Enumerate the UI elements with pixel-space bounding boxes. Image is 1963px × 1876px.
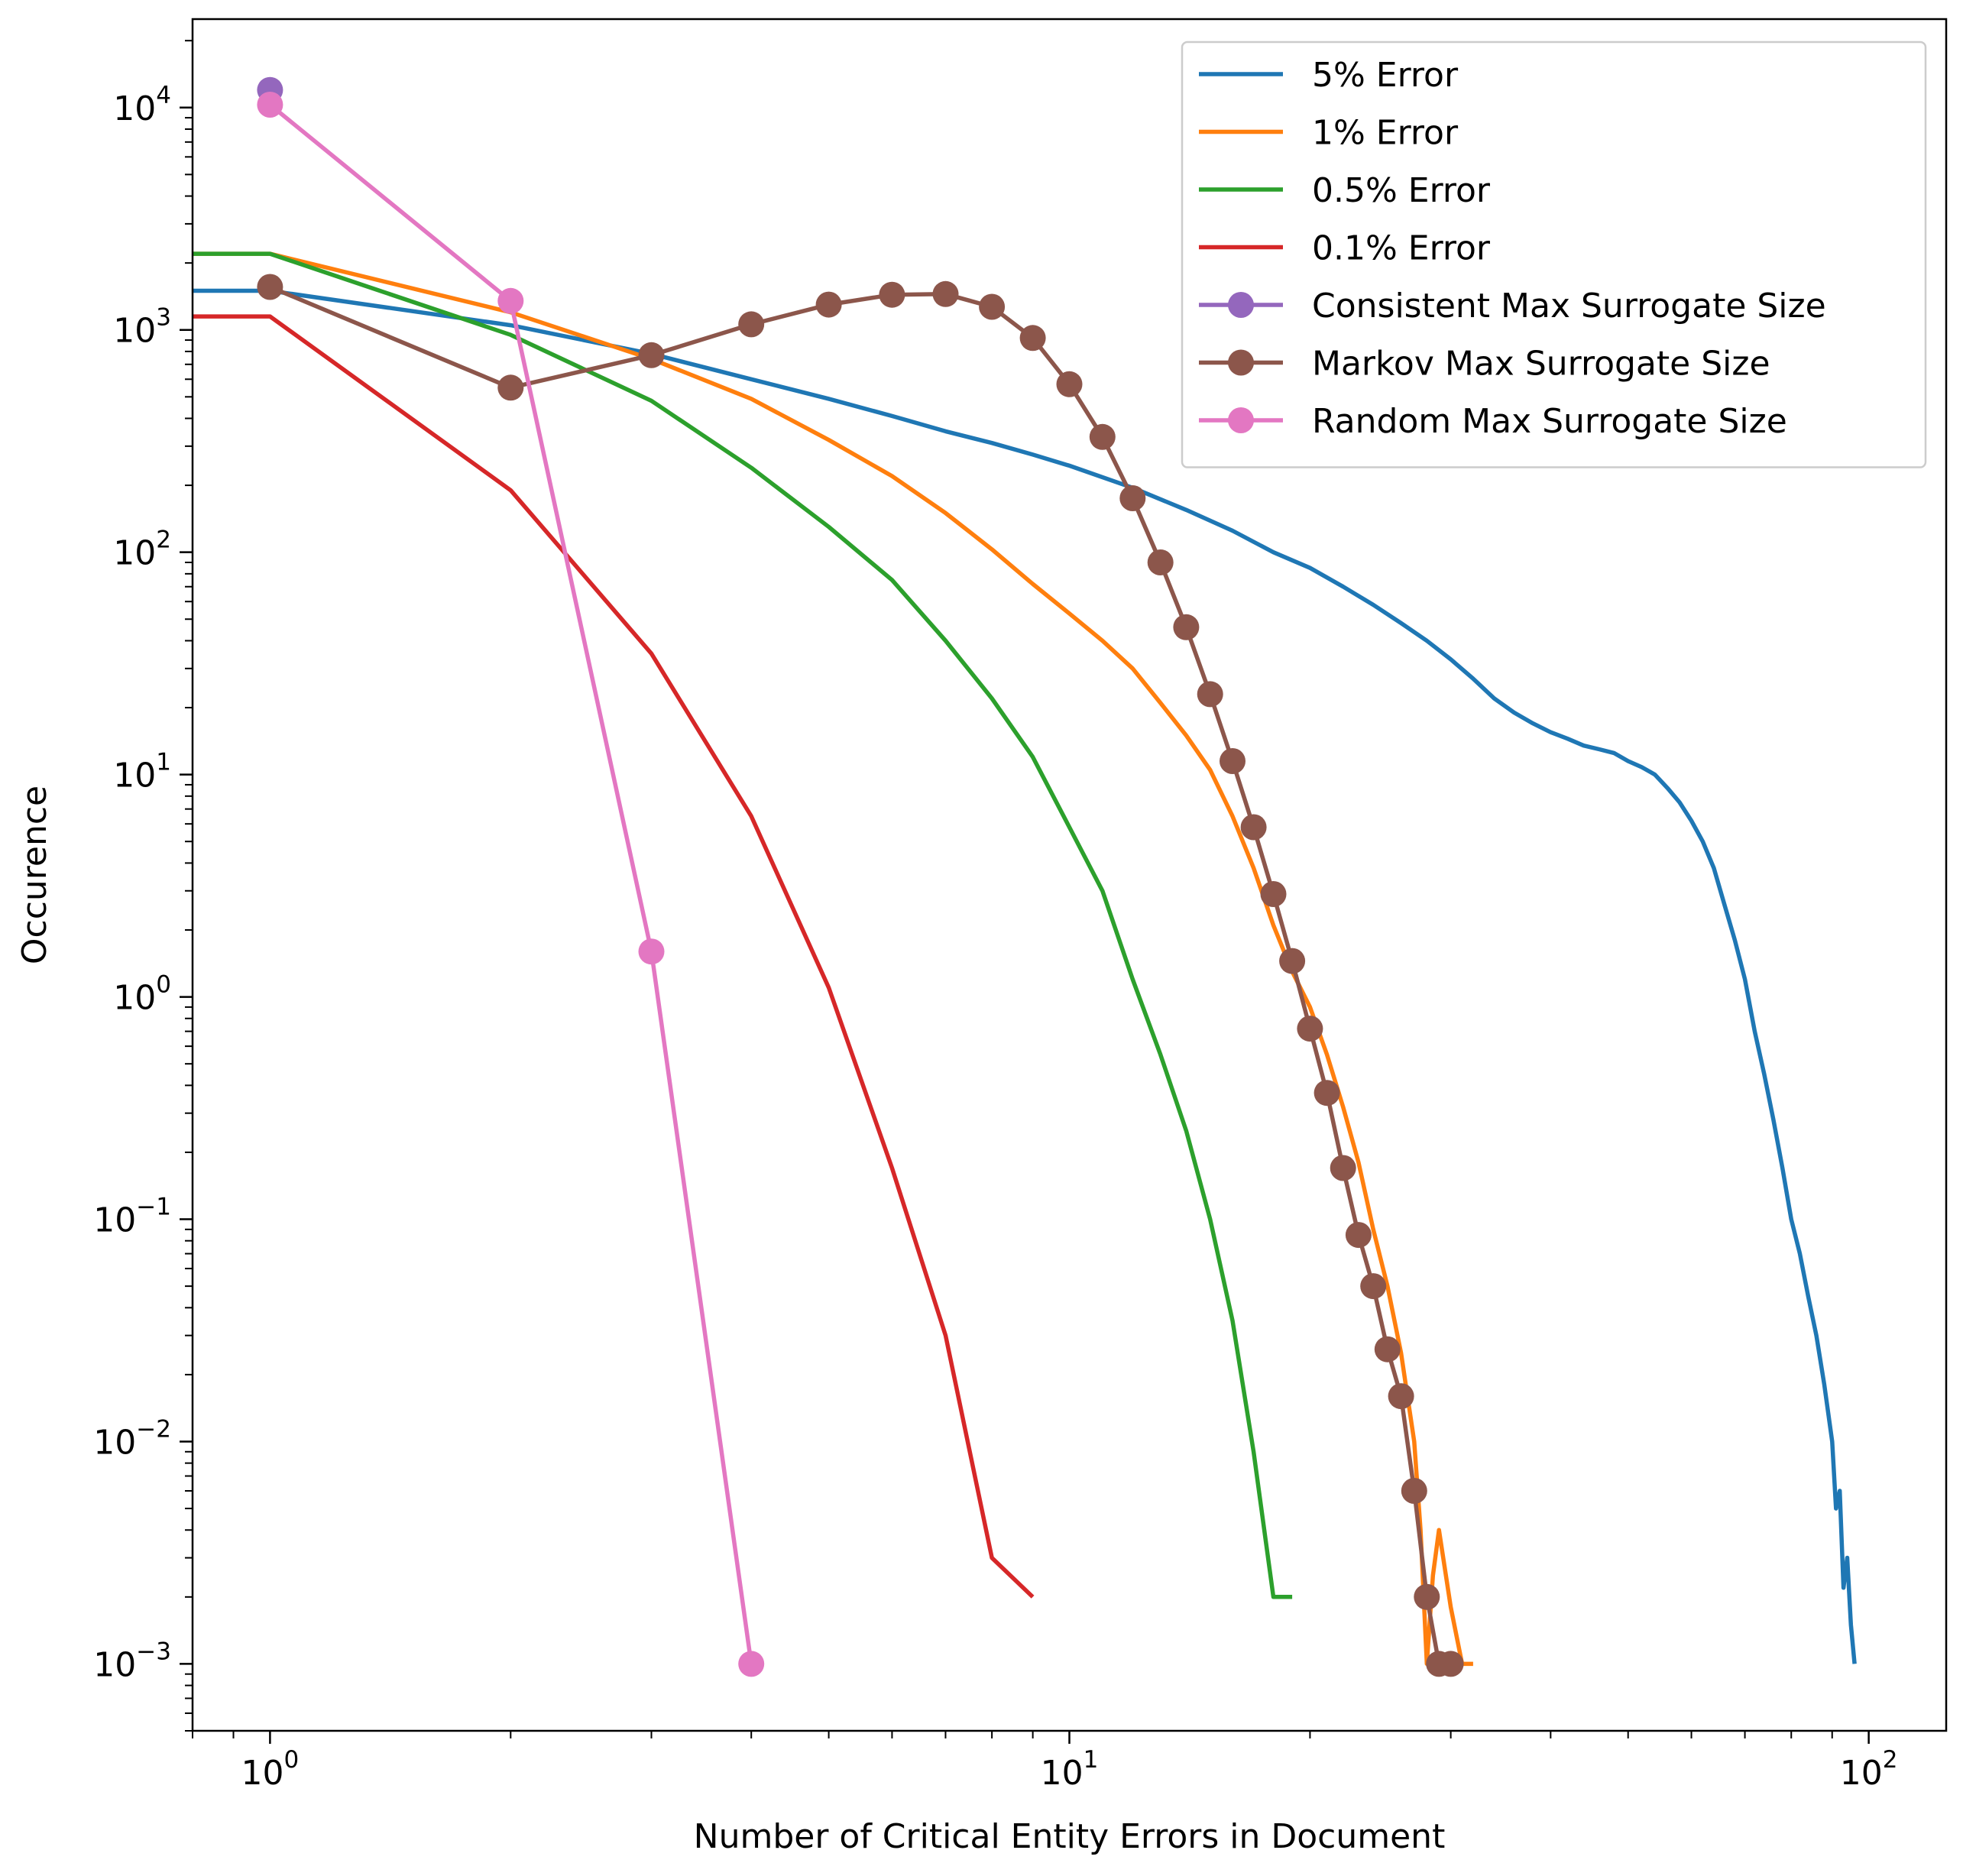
data-point-random-max-surrogate-size [638, 938, 665, 965]
legend-label: 1% Error [1312, 114, 1459, 153]
y-tick-label: 102 [113, 527, 171, 573]
y-tick-label: 10−3 [93, 1638, 171, 1684]
data-point-markov-max-surrogate-size [879, 281, 905, 308]
x-tick-label: 100 [241, 1746, 300, 1793]
data-point-markov-max-surrogate-size [1197, 681, 1223, 708]
legend-item: Random Max Surrogate Size [1199, 402, 1787, 441]
series-random-max-surrogate-size [257, 92, 765, 1677]
data-point-markov-max-surrogate-size [1220, 748, 1246, 774]
y-tick-label: 10−1 [93, 1194, 171, 1240]
y-tick-label: 104 [113, 82, 171, 128]
series-line-0-5-error [193, 251, 1293, 1599]
data-point-markov-max-surrogate-size [932, 280, 959, 307]
y-axis-label: Occurence [15, 786, 54, 964]
data-point-markov-max-surrogate-size [497, 374, 524, 401]
data-point-markov-max-surrogate-size [1260, 881, 1287, 907]
x-tick-label: 101 [1041, 1746, 1099, 1793]
series-0-1-error [193, 314, 1035, 1599]
data-point-markov-max-surrogate-size [1374, 1336, 1401, 1362]
legend-box [1181, 41, 1927, 468]
series-layer [193, 76, 1857, 1677]
data-point-markov-max-surrogate-size [815, 291, 842, 318]
series-markov-max-surrogate-size [257, 274, 1464, 1677]
data-point-markov-max-surrogate-size [1089, 423, 1116, 450]
data-point-markov-max-surrogate-size [1173, 614, 1200, 640]
data-point-markov-max-surrogate-size [1401, 1478, 1427, 1504]
legend-item: Markov Max Surrogate Size [1199, 345, 1770, 384]
legend-item: 0.5% Error [1199, 171, 1491, 210]
legend-label: Random Max Surrogate Size [1312, 402, 1787, 441]
legend-item: 1% Error [1199, 114, 1459, 153]
data-point-markov-max-surrogate-size [1056, 371, 1083, 397]
data-point-markov-max-surrogate-size [1019, 325, 1046, 352]
data-point-markov-max-surrogate-size [1437, 1651, 1464, 1677]
y-tick-label: 103 [113, 304, 171, 351]
legend-item: Consistent Max Surrogate Size [1199, 287, 1826, 326]
y-tick-label: 101 [113, 749, 171, 795]
data-point-random-max-surrogate-size [497, 287, 524, 314]
legend-label: 5% Error [1312, 56, 1459, 95]
data-point-markov-max-surrogate-size [1279, 948, 1306, 974]
y-tick-label: 10−2 [93, 1415, 171, 1462]
series-line-random-max-surrogate-size [268, 102, 753, 1664]
data-point-markov-max-surrogate-size [1297, 1016, 1323, 1042]
y-axis: 10−3 10−2 10−1 100 101 102 103 104 [93, 40, 193, 1732]
data-point-markov-max-surrogate-size [1314, 1080, 1340, 1106]
series-0-5-error [193, 251, 1293, 1599]
data-point-markov-max-surrogate-size [1388, 1383, 1414, 1410]
data-point-markov-max-surrogate-size [1330, 1155, 1356, 1181]
legend-item: 0.1% Error [1199, 229, 1491, 268]
data-point-markov-max-surrogate-size [1345, 1222, 1372, 1249]
legend-marker [1228, 349, 1254, 376]
data-point-markov-max-surrogate-size [1360, 1273, 1387, 1300]
data-point-random-max-surrogate-size [738, 1651, 765, 1677]
data-point-markov-max-surrogate-size [638, 342, 665, 368]
legend-label: Markov Max Surrogate Size [1312, 345, 1770, 384]
y-tick-label: 100 [113, 971, 171, 1018]
data-point-markov-max-surrogate-size [979, 293, 1006, 320]
data-point-markov-max-surrogate-size [1119, 485, 1146, 511]
data-point-random-max-surrogate-size [257, 92, 283, 118]
x-tick-label: 102 [1840, 1746, 1898, 1793]
series-line-0-1-error [193, 314, 1035, 1599]
data-point-markov-max-surrogate-size [1240, 814, 1267, 841]
legend-label: 0.1% Error [1312, 229, 1491, 268]
data-point-markov-max-surrogate-size [1147, 549, 1174, 575]
x-axis: 100 101 102 [192, 1731, 1898, 1793]
legend: 5% Error 1% Error 0.5% Error 0.1% Error Cons… [1181, 41, 1927, 468]
legend-item: 5% Error [1199, 56, 1459, 95]
data-point-markov-max-surrogate-size [1414, 1583, 1440, 1610]
legend-label: Consistent Max Surrogate Size [1312, 287, 1826, 326]
data-point-markov-max-surrogate-size [738, 311, 765, 338]
legend-marker [1228, 292, 1254, 318]
series-line-5-error [193, 288, 1857, 1664]
legend-label: 0.5% Error [1312, 171, 1491, 210]
x-axis-label: Number of Critical Entity Errors in Docu… [694, 1817, 1446, 1856]
legend-marker [1228, 407, 1254, 433]
data-point-markov-max-surrogate-size [257, 274, 283, 300]
series-5-error [193, 288, 1857, 1664]
